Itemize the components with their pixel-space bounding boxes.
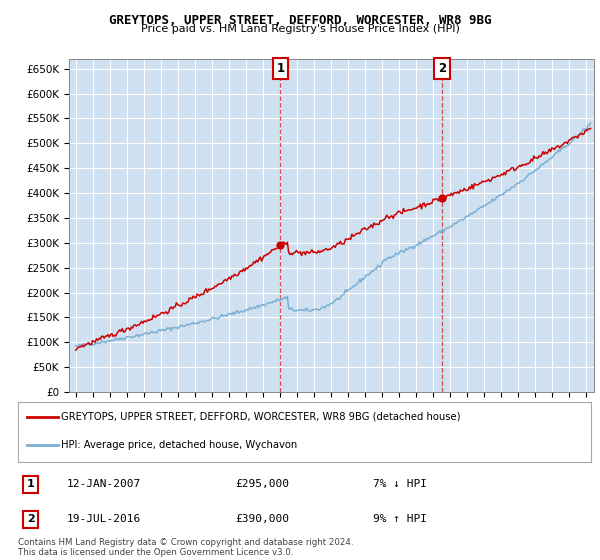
Text: 7% ↓ HPI: 7% ↓ HPI bbox=[373, 479, 427, 489]
Text: GREYTOPS, UPPER STREET, DEFFORD, WORCESTER, WR8 9BG: GREYTOPS, UPPER STREET, DEFFORD, WORCEST… bbox=[109, 14, 491, 27]
Text: 1: 1 bbox=[27, 479, 34, 489]
Text: 2: 2 bbox=[438, 62, 446, 75]
Text: 1: 1 bbox=[276, 62, 284, 75]
Text: 12-JAN-2007: 12-JAN-2007 bbox=[67, 479, 141, 489]
Text: 19-JUL-2016: 19-JUL-2016 bbox=[67, 515, 141, 524]
Text: Contains HM Land Registry data © Crown copyright and database right 2024.
This d: Contains HM Land Registry data © Crown c… bbox=[18, 538, 353, 557]
Text: 9% ↑ HPI: 9% ↑ HPI bbox=[373, 515, 427, 524]
Text: £390,000: £390,000 bbox=[236, 515, 290, 524]
Text: Price paid vs. HM Land Registry's House Price Index (HPI): Price paid vs. HM Land Registry's House … bbox=[140, 24, 460, 34]
Text: £295,000: £295,000 bbox=[236, 479, 290, 489]
Text: HPI: Average price, detached house, Wychavon: HPI: Average price, detached house, Wych… bbox=[61, 440, 297, 450]
Text: 2: 2 bbox=[27, 515, 34, 524]
Text: GREYTOPS, UPPER STREET, DEFFORD, WORCESTER, WR8 9BG (detached house): GREYTOPS, UPPER STREET, DEFFORD, WORCEST… bbox=[61, 412, 460, 422]
